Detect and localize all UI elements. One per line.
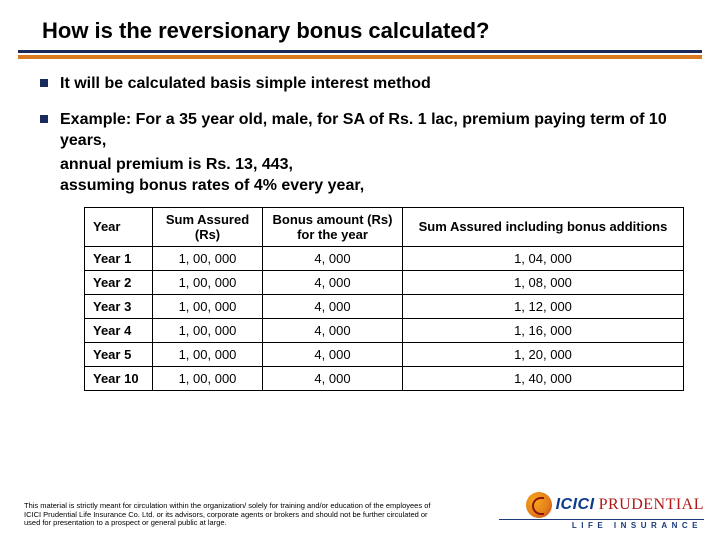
content-area: It will be calculated basis simple inter…	[0, 59, 720, 391]
disclaimer-text: This material is strictly meant for circ…	[24, 502, 434, 528]
logo-subtext: LIFE INSURANCE	[484, 521, 704, 530]
cell-total: 1, 40, 000	[403, 366, 684, 390]
cell-year: Year 2	[85, 270, 153, 294]
cell-sa: 1, 00, 000	[153, 366, 263, 390]
th-year: Year	[85, 207, 153, 246]
cell-bonus: 4, 000	[263, 270, 403, 294]
cell-sa: 1, 00, 000	[153, 294, 263, 318]
table-row: Year 11, 00, 0004, 0001, 04, 000	[85, 246, 684, 270]
brand-logo: ICICI PRUDENTIAL LIFE INSURANCE	[484, 492, 704, 530]
table-row: Year 21, 00, 0004, 0001, 08, 000	[85, 270, 684, 294]
cell-year: Year 5	[85, 342, 153, 366]
cell-total: 1, 12, 000	[403, 294, 684, 318]
logo-brand-2: PRUDENTIAL	[599, 496, 704, 514]
bullet-icon	[40, 115, 48, 123]
cell-year: Year 1	[85, 246, 153, 270]
th-total: Sum Assured including bonus additions	[403, 207, 684, 246]
cell-total: 1, 16, 000	[403, 318, 684, 342]
th-bonus: Bonus amount (Rs) for the year	[263, 207, 403, 246]
bullet-2-line2: annual premium is Rs. 13, 443,	[60, 154, 680, 176]
cell-bonus: 4, 000	[263, 318, 403, 342]
cell-sa: 1, 00, 000	[153, 342, 263, 366]
bullet-2: Example: For a 35 year old, male, for SA…	[40, 109, 680, 152]
cell-sa: 1, 00, 000	[153, 270, 263, 294]
slide-title: How is the reversionary bonus calculated…	[0, 0, 720, 50]
cell-bonus: 4, 000	[263, 294, 403, 318]
table-row: Year 101, 00, 0004, 0001, 40, 000	[85, 366, 684, 390]
table-row: Year 31, 00, 0004, 0001, 12, 000	[85, 294, 684, 318]
cell-total: 1, 04, 000	[403, 246, 684, 270]
logo-divider	[499, 519, 704, 520]
cell-year: Year 10	[85, 366, 153, 390]
cell-year: Year 3	[85, 294, 153, 318]
bullet-icon	[40, 79, 48, 87]
th-sa: Sum Assured (Rs)	[153, 207, 263, 246]
bullet-1-text: It will be calculated basis simple inter…	[60, 73, 431, 95]
bullet-1: It will be calculated basis simple inter…	[40, 73, 680, 95]
cell-bonus: 4, 000	[263, 342, 403, 366]
logo-brand-1: ICICI	[556, 496, 595, 514]
bonus-table: Year Sum Assured (Rs) Bonus amount (Rs) …	[84, 207, 684, 391]
cell-sa: 1, 00, 000	[153, 318, 263, 342]
bullet-2-line1: Example: For a 35 year old, male, for SA…	[60, 109, 680, 152]
table-row: Year 51, 00, 0004, 0001, 20, 000	[85, 342, 684, 366]
cell-total: 1, 08, 000	[403, 270, 684, 294]
cell-bonus: 4, 000	[263, 366, 403, 390]
logo-top-row: ICICI PRUDENTIAL	[484, 492, 704, 518]
title-rule	[0, 50, 720, 59]
cell-total: 1, 20, 000	[403, 342, 684, 366]
cell-year: Year 4	[85, 318, 153, 342]
table-header-row: Year Sum Assured (Rs) Bonus amount (Rs) …	[85, 207, 684, 246]
bullet-2-line3: assuming bonus rates of 4% every year,	[60, 175, 680, 197]
cell-sa: 1, 00, 000	[153, 246, 263, 270]
rule-navy	[18, 50, 702, 53]
logo-emblem-icon	[526, 492, 552, 518]
table-row: Year 41, 00, 0004, 0001, 16, 000	[85, 318, 684, 342]
cell-bonus: 4, 000	[263, 246, 403, 270]
